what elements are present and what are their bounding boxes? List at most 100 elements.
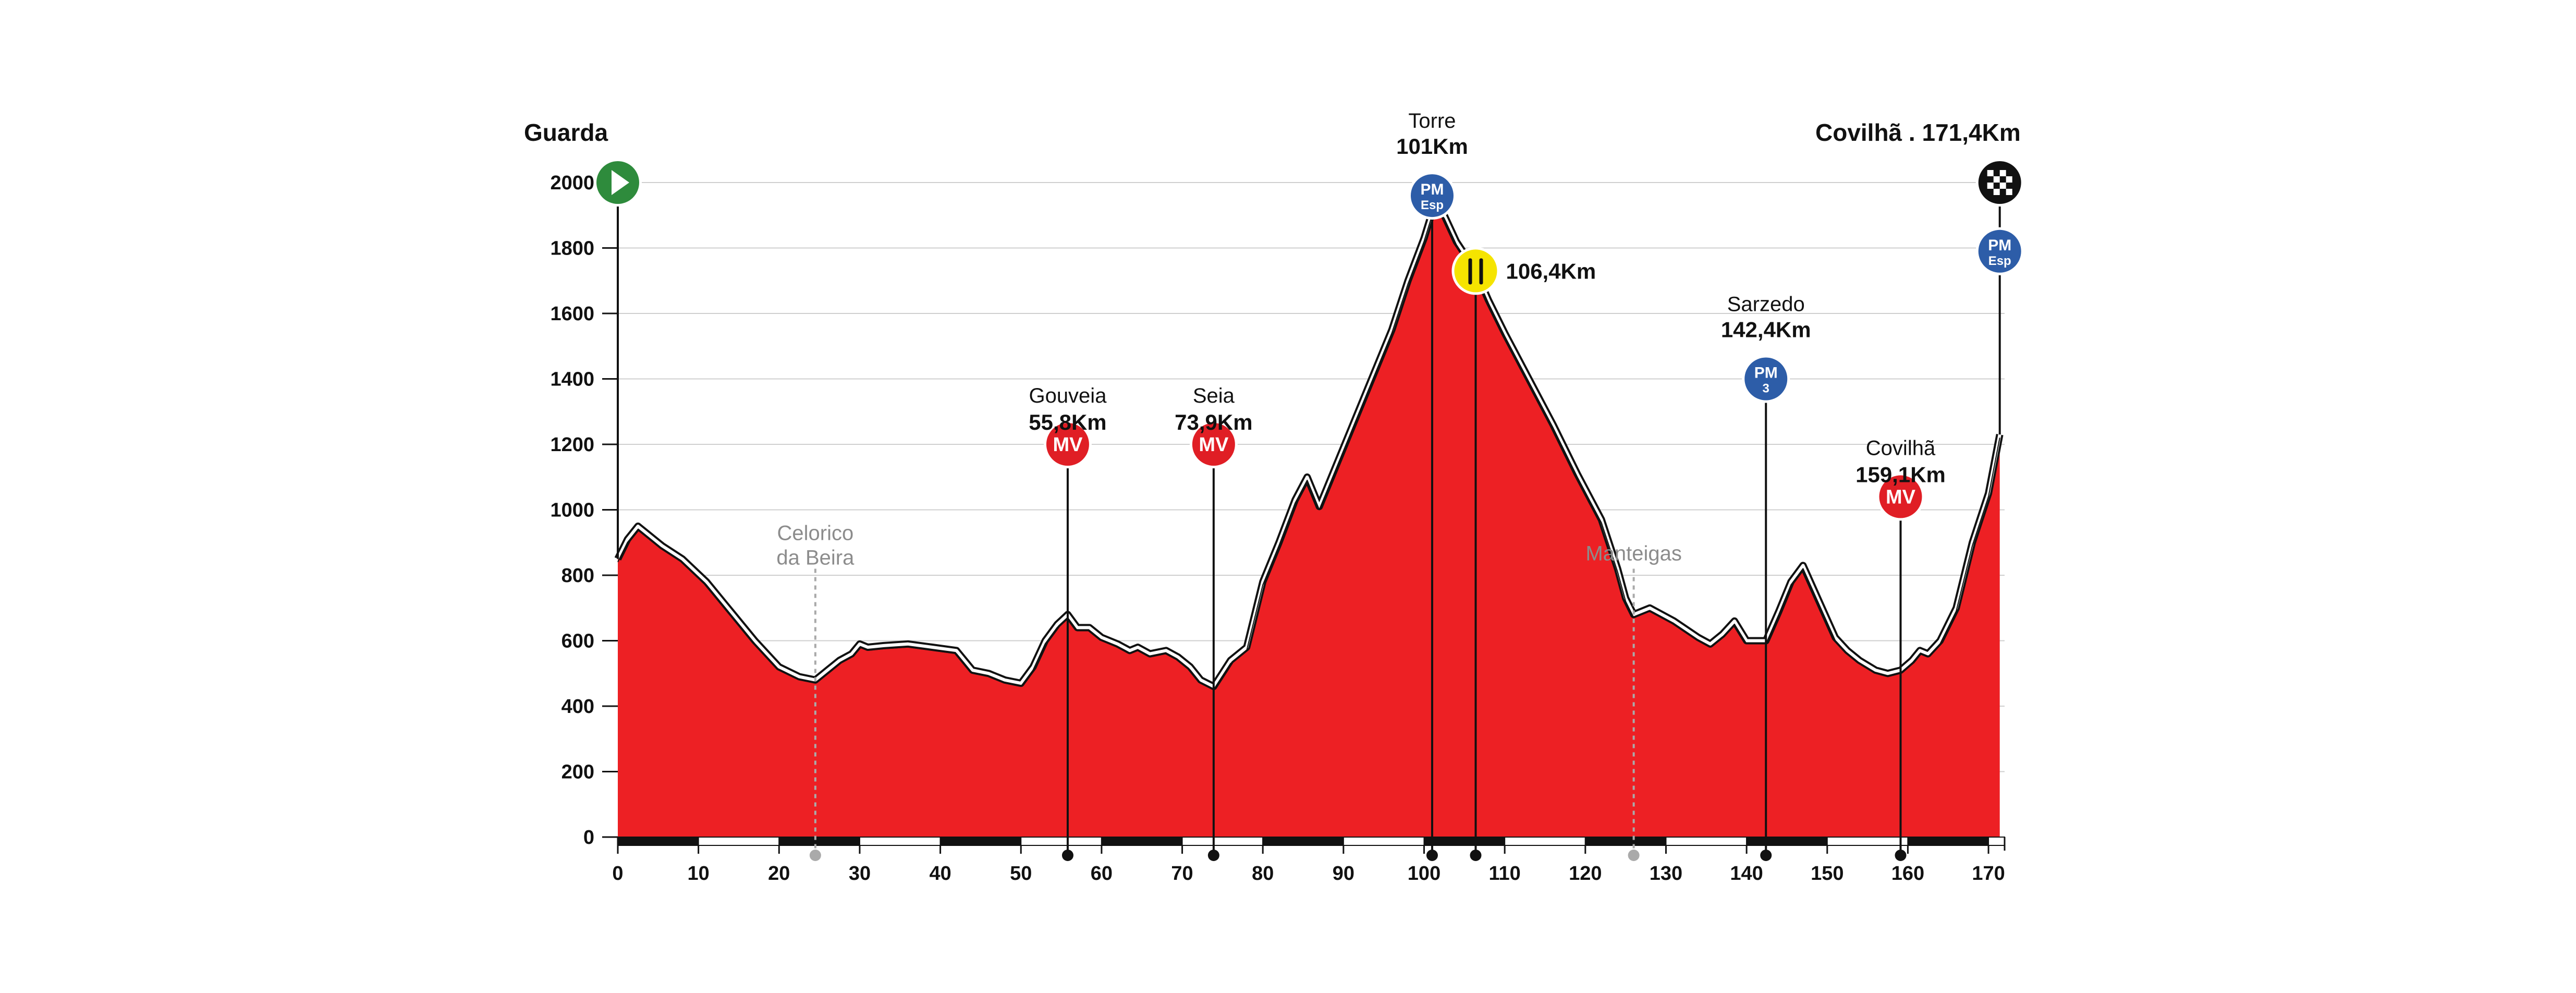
marker-dot <box>1470 850 1482 861</box>
fork-icon <box>1468 258 1472 285</box>
x-tick-label: 110 <box>1489 863 1521 885</box>
elevation-outline-inner <box>617 208 2000 691</box>
y-tick-label: 1800 <box>550 238 594 260</box>
elevation-area <box>614 201 2004 837</box>
badge-circle <box>1454 249 1497 293</box>
x-tick-label: 20 <box>768 863 790 885</box>
km-bar-segment <box>1988 837 2006 846</box>
km-bar-segment <box>1423 837 1506 846</box>
badge-circle <box>1879 475 1922 518</box>
badge-label: PM <box>1988 237 2011 254</box>
y-tick-label: 1000 <box>550 500 594 522</box>
km-bar-segment <box>1826 837 1909 846</box>
badge-label: MV <box>1886 486 1916 508</box>
x-tick-label: 130 <box>1650 863 1682 885</box>
y-tick-label: 200 <box>561 761 594 783</box>
feed-km: 106,4Km <box>1506 259 1596 283</box>
km-bar-segment <box>1020 837 1102 846</box>
badge-category: Esp <box>1988 254 2011 268</box>
town-label-line2: da Beira <box>776 546 854 569</box>
x-tick-label: 10 <box>688 863 710 885</box>
km-bar-segment <box>1101 837 1183 846</box>
place-km: 101Km <box>1396 134 1468 159</box>
x-tick-label: 150 <box>1811 863 1844 885</box>
badge: PM3 <box>1742 355 1790 403</box>
badge-circle <box>1744 357 1788 401</box>
badge-label: MV <box>1199 434 1229 456</box>
start-label: Guarda <box>524 119 608 146</box>
checker-square <box>1993 176 2000 183</box>
y-tick-label: 600 <box>561 631 594 652</box>
play-icon <box>612 170 629 195</box>
y-tick-label: 1600 <box>550 303 594 325</box>
badge-category: 3 <box>1763 382 1769 396</box>
x-tick-label: 70 <box>1171 863 1193 885</box>
km-bar-segment <box>1262 837 1344 846</box>
badge-label: PM <box>1420 181 1444 198</box>
x-tick-label: 30 <box>849 863 871 885</box>
badge: MV <box>1043 420 1092 468</box>
badge-circle <box>1978 229 2021 273</box>
x-tick-label: 90 <box>1333 863 1354 885</box>
place-name: Gouveia <box>1029 384 1107 407</box>
x-tick-label: 0 <box>612 863 623 885</box>
badge-circle <box>1046 423 1089 466</box>
checker-square <box>2006 176 2012 183</box>
finish-label: Covilhã . 171,4Km <box>1815 119 2021 146</box>
y-tick-label: 400 <box>561 696 594 718</box>
km-bar-segment <box>1746 837 1828 846</box>
town-label-line1: Celorico <box>777 522 854 544</box>
x-tick-label: 80 <box>1252 863 1274 885</box>
x-tick-label: 170 <box>1972 863 2005 885</box>
x-tick-label: 60 <box>1091 863 1113 885</box>
badge-label: PM <box>1754 365 1778 382</box>
marker-dot <box>1895 850 1907 861</box>
checker-square <box>2006 189 2012 195</box>
x-tick-label: 140 <box>1730 863 1763 885</box>
place-km: 159,1Km <box>1855 462 1946 487</box>
place-km: 142,4Km <box>1721 318 1811 342</box>
km-bar-segment <box>1907 837 1989 846</box>
elevation-outline-light <box>616 203 2001 688</box>
knife-icon <box>1479 258 1483 285</box>
marker-dot <box>1760 850 1772 861</box>
badge-circle <box>1410 174 1454 217</box>
place-name: Seia <box>1193 384 1235 407</box>
checker-square <box>1999 183 2006 189</box>
checker-square <box>1999 170 2006 176</box>
place-km: 55,8Km <box>1029 410 1106 434</box>
x-tick-label: 40 <box>929 863 951 885</box>
place-km: 73,9Km <box>1175 410 1252 434</box>
km-bar-segment <box>778 837 860 846</box>
km-bar-segment <box>1584 837 1667 846</box>
km-bar-segment <box>939 837 1022 846</box>
km-bar-segment <box>1181 837 1264 846</box>
x-tick-label: 160 <box>1891 863 1924 885</box>
km-bar-segment <box>859 837 941 846</box>
town-dot <box>809 850 821 861</box>
place-name: Torre <box>1408 110 1456 132</box>
km-bar-segment <box>1504 837 1586 846</box>
town-dot <box>1628 850 1640 861</box>
x-tick-label: 120 <box>1569 863 1602 885</box>
checker-square <box>1993 189 2000 195</box>
badge-category: Esp <box>1421 198 1444 212</box>
checker-square <box>1987 170 1994 176</box>
elevation-fill <box>618 205 2000 837</box>
km-bar-segment <box>1665 837 1748 846</box>
badge: MV <box>1876 473 1925 521</box>
badge-circle <box>1192 423 1235 466</box>
badge-label: MV <box>1053 434 1083 456</box>
marker-dot <box>1061 850 1073 861</box>
km-bar-segment <box>698 837 780 846</box>
marker-dot <box>1207 850 1219 861</box>
place-name: Sarzedo <box>1727 293 1805 316</box>
place-name: Covilhã <box>1866 437 1936 459</box>
y-tick-label: 2000 <box>550 172 594 194</box>
marker-dot <box>1426 850 1438 861</box>
badge: MV <box>1189 420 1238 468</box>
km-bar-segment <box>1342 837 1425 846</box>
